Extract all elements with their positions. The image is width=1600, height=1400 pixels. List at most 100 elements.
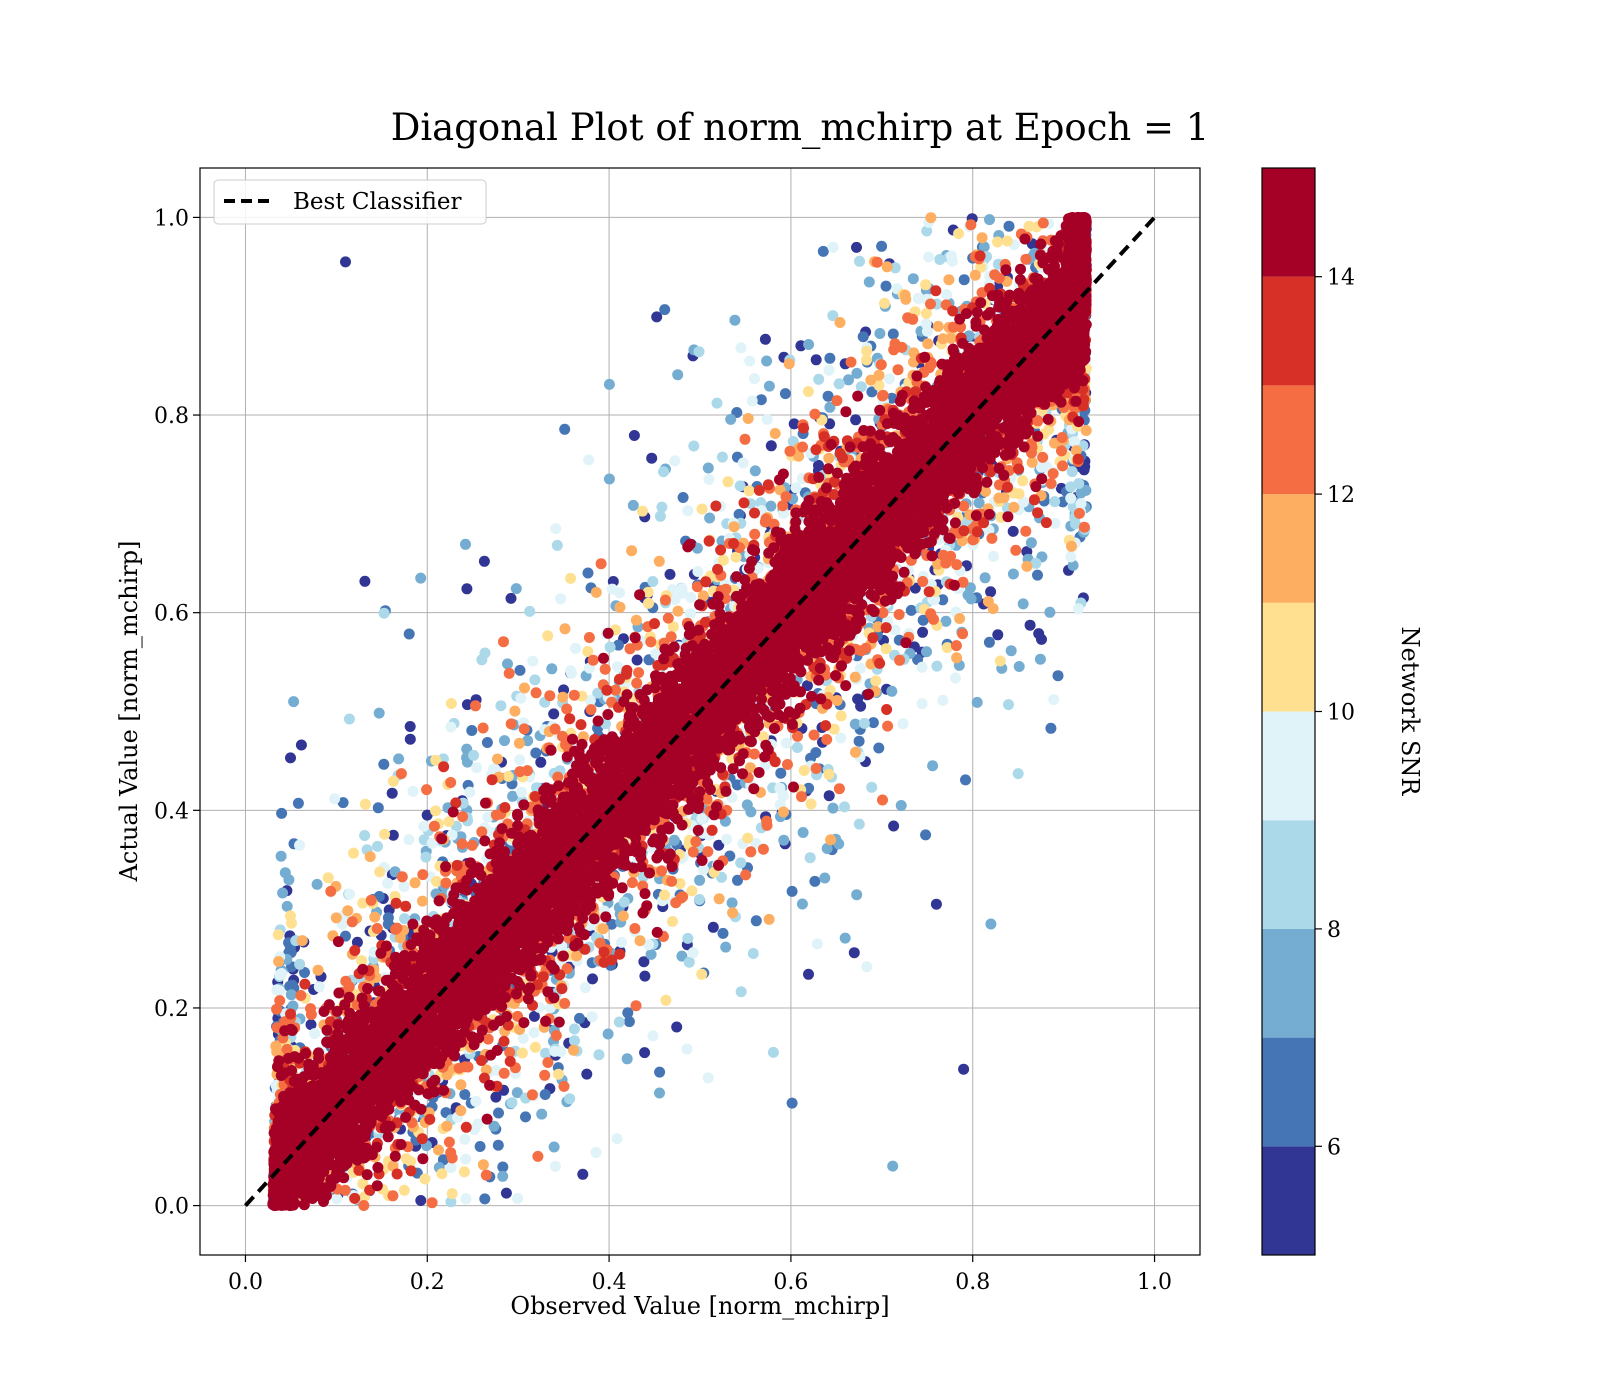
scatter-point	[748, 748, 760, 760]
scatter-point	[983, 636, 995, 648]
scatter-point	[877, 794, 888, 806]
scatter-point	[396, 871, 408, 883]
scatter-point	[686, 885, 698, 897]
scatter-point	[854, 255, 865, 267]
scatter-point	[1017, 598, 1029, 610]
scatter-point	[492, 753, 503, 765]
scatter-point	[630, 614, 642, 626]
scatter-point	[420, 851, 432, 863]
scatter-point	[557, 691, 569, 703]
scatter-point	[873, 369, 885, 381]
scatter-point	[296, 935, 308, 947]
scatter-point	[653, 555, 665, 567]
scatter-point	[417, 895, 428, 907]
scatter-point	[798, 422, 810, 434]
scatter-point	[722, 476, 734, 488]
scatter-point	[295, 739, 307, 751]
scatter-point	[973, 497, 985, 509]
scatter-point	[823, 452, 835, 464]
scatter-point	[713, 893, 725, 905]
scatter-point	[953, 228, 965, 240]
scatter-point	[823, 364, 835, 376]
scatter-point	[544, 690, 556, 702]
scatter-point	[743, 485, 755, 497]
scatter-point	[827, 802, 839, 814]
scatter-point	[784, 445, 796, 457]
scatter-point	[603, 473, 615, 485]
scatter-point	[1026, 456, 1038, 468]
scatter-point	[428, 820, 440, 832]
scatter-point	[390, 923, 401, 935]
scatter-point	[808, 729, 820, 741]
scatter-point	[421, 809, 433, 821]
scatter-point	[696, 813, 708, 825]
scatter-point	[464, 786, 476, 798]
scatter-point	[342, 905, 354, 917]
scatter-point	[305, 1003, 316, 1015]
scatter-point	[457, 811, 469, 823]
scatter-point	[658, 466, 669, 478]
scatter-point	[965, 593, 977, 605]
scatter-point	[616, 936, 627, 948]
scatter-point	[532, 1150, 544, 1162]
scatter-point	[274, 995, 286, 1007]
scatter-point	[436, 1168, 448, 1180]
scatter-point	[851, 367, 863, 379]
scatter-point	[430, 805, 442, 817]
scatter-point	[717, 927, 729, 939]
scatter-point	[845, 356, 857, 368]
scatter-point	[569, 1035, 580, 1047]
scatter-point	[664, 568, 676, 580]
scatter-point	[617, 910, 629, 922]
scatter-point	[502, 770, 514, 782]
scatter-point	[1047, 468, 1059, 480]
scatter-point	[313, 981, 325, 993]
scatter-point	[730, 551, 742, 563]
scatter-point	[992, 236, 1003, 248]
scatter-point	[337, 797, 349, 809]
scatter-point	[285, 752, 296, 764]
scatter-point	[611, 1133, 623, 1145]
scatter-point	[985, 918, 997, 930]
scatter-point	[535, 756, 547, 768]
scatter-point	[445, 698, 457, 709]
scatter-point	[875, 359, 887, 371]
scatter-point	[905, 604, 917, 616]
scatter-point	[855, 381, 867, 393]
scatter-point	[587, 973, 598, 985]
scatter-point	[740, 869, 752, 881]
scatter-point	[559, 423, 571, 435]
scatter-point	[456, 838, 468, 850]
scatter-point	[880, 643, 892, 655]
scatter-point	[1012, 768, 1024, 780]
scatter-point	[513, 737, 525, 749]
scatter-point	[992, 629, 1004, 641]
scatter-point	[656, 865, 668, 877]
scatter-point	[1021, 560, 1033, 572]
scatter-point	[526, 1089, 538, 1101]
scatter-point	[851, 241, 862, 253]
scatter-point	[813, 373, 825, 385]
scatter-point	[823, 768, 835, 780]
scatter-point	[568, 1023, 580, 1035]
scatter-point	[292, 797, 304, 809]
scatter-point	[932, 320, 944, 332]
scatter-point	[1078, 521, 1090, 533]
scatter-point	[512, 1193, 524, 1204]
scatter-point	[978, 241, 990, 253]
scatter-point	[348, 847, 359, 859]
scatter-point	[958, 274, 970, 286]
scatter-point	[639, 1047, 651, 1059]
scatter-point	[400, 1153, 412, 1165]
scatter-point	[857, 331, 869, 343]
scatter-point	[626, 877, 638, 889]
scatter-point	[1056, 445, 1067, 457]
scatter-point	[382, 877, 394, 889]
scatter-point	[331, 1193, 343, 1205]
scatter-point	[574, 1012, 585, 1024]
scatter-point	[822, 390, 834, 402]
scatter-point	[765, 500, 777, 512]
scatter-point	[957, 628, 969, 640]
scatter-point	[276, 807, 288, 819]
scatter-point	[721, 833, 733, 845]
